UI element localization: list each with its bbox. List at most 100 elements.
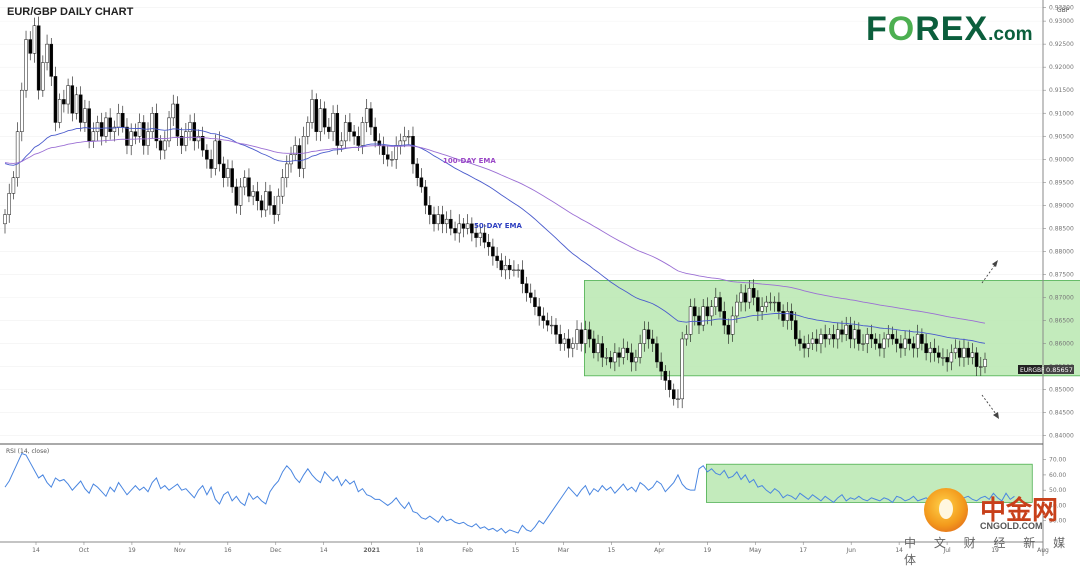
price-tick-label: 0.87000 bbox=[1049, 295, 1074, 302]
candle-down bbox=[491, 246, 495, 257]
candle-down bbox=[566, 338, 571, 349]
candle-down bbox=[743, 292, 748, 303]
candle-down bbox=[541, 315, 546, 321]
candle-down bbox=[314, 99, 319, 132]
candle-up bbox=[280, 177, 285, 197]
candle-up bbox=[57, 99, 62, 123]
time-tick-label: Jul bbox=[942, 547, 951, 554]
candle-down bbox=[520, 269, 525, 284]
candle-down bbox=[659, 361, 663, 372]
candle-down bbox=[158, 140, 163, 151]
candle-up bbox=[714, 297, 718, 307]
candle-down bbox=[592, 338, 596, 354]
price-tick-label: 0.91500 bbox=[1049, 87, 1074, 94]
candle-down bbox=[192, 122, 197, 142]
rsi-axis-ticks: 70.00 60.00 50.00 40.00 30.00 bbox=[1043, 457, 1066, 525]
candle-up bbox=[150, 113, 154, 132]
ema100-line bbox=[4, 136, 986, 324]
candle-up bbox=[213, 140, 218, 169]
candle-down bbox=[268, 191, 272, 206]
cngold-logo-icon bbox=[924, 488, 968, 532]
price-tick-label: 0.91000 bbox=[1049, 110, 1074, 117]
candle-up bbox=[3, 214, 7, 225]
forex-logo: FOREX.com bbox=[866, 10, 1033, 49]
candle-up bbox=[865, 334, 869, 344]
candle-up bbox=[764, 301, 769, 307]
rsi-label: RSI (14, close) bbox=[6, 448, 49, 455]
rsi-range-box bbox=[706, 463, 1033, 503]
candle-down bbox=[693, 306, 697, 317]
candle-up bbox=[747, 288, 752, 303]
price-tick-label: 0.88000 bbox=[1049, 248, 1074, 255]
candle-down bbox=[667, 380, 672, 390]
candle-down bbox=[528, 292, 533, 298]
candle-down bbox=[495, 255, 499, 261]
candle-up bbox=[550, 324, 554, 327]
candle-down bbox=[87, 108, 91, 142]
candle-down bbox=[507, 265, 512, 271]
candle-down bbox=[154, 113, 159, 142]
candle-down bbox=[179, 136, 184, 146]
candle-down bbox=[894, 338, 899, 344]
candle-down bbox=[125, 126, 129, 146]
candle-down bbox=[524, 283, 529, 294]
candle-up bbox=[289, 154, 293, 165]
candle-down bbox=[499, 260, 504, 271]
candle-up bbox=[642, 329, 647, 344]
candle-down bbox=[629, 352, 634, 363]
candle-up bbox=[806, 343, 811, 349]
candle-up bbox=[941, 357, 945, 359]
candle-up bbox=[512, 269, 516, 271]
candle-down bbox=[322, 108, 327, 128]
time-tick-label: Aug bbox=[1037, 547, 1049, 554]
candle-down bbox=[373, 126, 377, 142]
candle-up bbox=[730, 315, 735, 335]
candle-up bbox=[819, 334, 823, 344]
candle-up bbox=[688, 306, 693, 335]
candle-up bbox=[962, 347, 966, 358]
candle-up bbox=[928, 347, 933, 354]
price-tick-label: 0.90500 bbox=[1049, 133, 1074, 140]
candle-down bbox=[722, 311, 726, 326]
candle-down bbox=[175, 103, 180, 137]
candle-down bbox=[209, 159, 213, 169]
time-tick-label: 14 bbox=[320, 547, 328, 554]
candle-up bbox=[949, 352, 954, 363]
time-tick-label: Feb bbox=[462, 547, 473, 554]
candle-up bbox=[596, 343, 600, 354]
time-tick-label: 15 bbox=[512, 547, 520, 554]
rsi-tick-label: 70.00 bbox=[1049, 457, 1066, 464]
candle-down bbox=[936, 352, 941, 358]
breakout-arrows bbox=[981, 260, 999, 419]
consolidation-range-box bbox=[584, 280, 1080, 377]
candle-up bbox=[343, 122, 348, 142]
candle-down bbox=[793, 320, 798, 340]
candle-down bbox=[899, 343, 903, 349]
chart-title: EUR/GBP DAILY CHART bbox=[7, 6, 134, 18]
candle-down bbox=[352, 131, 356, 137]
candle-down bbox=[869, 334, 874, 340]
time-tick-label: Apr bbox=[654, 547, 665, 554]
candle-down bbox=[781, 311, 785, 321]
candle-down bbox=[974, 352, 979, 367]
candle-down bbox=[945, 357, 949, 363]
candle-up bbox=[184, 131, 188, 146]
candle-up bbox=[364, 108, 369, 123]
candle-down bbox=[789, 311, 794, 321]
candle-down bbox=[133, 131, 138, 137]
candle-down bbox=[957, 347, 962, 358]
candle-down bbox=[718, 297, 722, 312]
candle-down bbox=[385, 154, 390, 160]
candle-up bbox=[638, 343, 642, 358]
candle-down bbox=[600, 343, 605, 358]
candle-up bbox=[735, 301, 739, 317]
price-tick-label: 0.88500 bbox=[1049, 225, 1074, 232]
candle-down bbox=[428, 205, 432, 215]
candle-up bbox=[915, 334, 920, 349]
candle-up bbox=[11, 177, 16, 194]
candle-up bbox=[129, 131, 133, 146]
candle-up bbox=[861, 343, 865, 345]
candle-down bbox=[873, 338, 878, 344]
candle-down bbox=[823, 334, 827, 340]
candle-up bbox=[360, 122, 365, 146]
